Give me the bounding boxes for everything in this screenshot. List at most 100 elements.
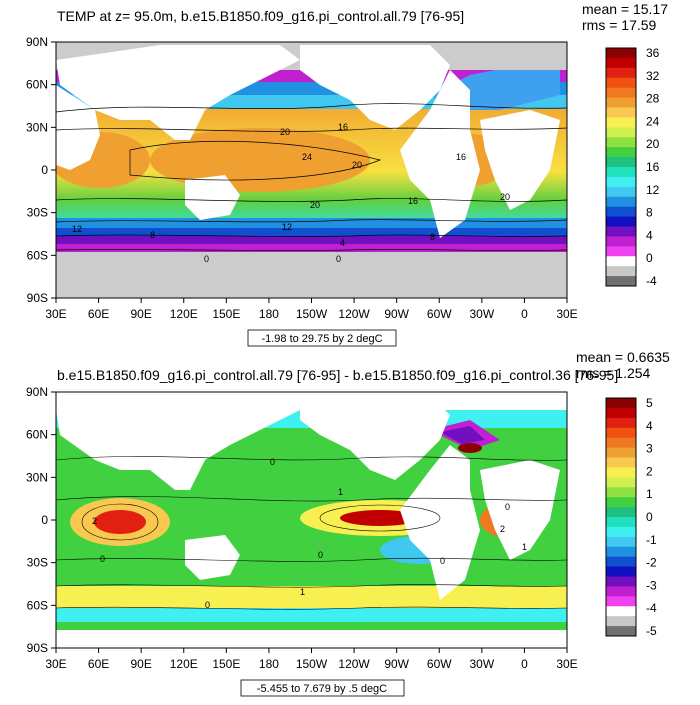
lat-tick-label: 60N <box>26 78 48 92</box>
contour-label: 8 <box>150 230 155 240</box>
contour-label: 16 <box>338 122 348 132</box>
contour-label: 16 <box>456 152 466 162</box>
range-label: -1.98 to 29.75 by 2 degC <box>261 333 382 345</box>
lat-tick-label: 60S <box>27 598 48 612</box>
colorbar-swatch <box>606 107 636 118</box>
lon-tick-label: 90W <box>384 657 409 671</box>
south-america <box>400 445 480 600</box>
contour-label: 20 <box>280 127 290 137</box>
contour-label: 0 <box>205 600 210 610</box>
colorbar-swatch <box>606 576 636 587</box>
colorbar-swatch <box>606 226 636 237</box>
colorbar-swatch <box>606 457 636 468</box>
contour-lines <box>56 103 567 251</box>
colorbar: 5 4 3 2 1 0 -1 -2 -3 -4 -5 <box>605 396 657 638</box>
lon-tick-label: 150W <box>296 657 328 671</box>
colorbar-label: -5 <box>646 624 657 638</box>
mean-stat: mean = 0.6635 <box>576 350 670 365</box>
range-label: -5.455 to 7.679 by .5 degC <box>257 683 387 695</box>
difference-map-figure: b.e15.B1850.f09_g16.pi_control.all.79 [7… <box>26 349 670 697</box>
colorbar-swatch <box>606 196 636 208</box>
colorbar-swatch <box>606 176 636 188</box>
colorbar-swatch <box>606 216 636 227</box>
colorbar-label: 28 <box>646 92 660 106</box>
colorbar-frame <box>605 47 637 287</box>
lat-tick-label: 30S <box>27 556 48 570</box>
temperature-field: 24 20 20 20 20 16 16 16 12 12 8 8 4 0 0 <box>56 42 567 298</box>
lat-tick-label: 60N <box>26 428 48 442</box>
colorbar-label: -3 <box>646 578 657 592</box>
rms-stat: rms = 17.59 <box>582 17 657 33</box>
colorbar-label: 4 <box>646 228 653 242</box>
eurasia <box>56 395 300 490</box>
contour-label-group: 0 0 0 1 1 2 2 0 0 0 1 <box>92 457 527 610</box>
colorbar-swatch <box>606 236 636 247</box>
contour-label: 4 <box>340 238 345 248</box>
africa <box>480 110 560 210</box>
colorbar-swatch <box>606 556 636 567</box>
lat-tick-label: 30N <box>26 470 48 484</box>
colorbar-swatch <box>606 417 636 429</box>
colorbar-swatch <box>606 477 636 488</box>
colorbar-swatch <box>606 497 636 508</box>
lon-tick-label: 30E <box>556 657 577 671</box>
colorbar-swatch <box>606 596 636 607</box>
rms-stat: rms = 1.254 <box>576 365 651 381</box>
colorbar-label: 36 <box>646 46 660 60</box>
colorbar-swatch <box>606 517 636 528</box>
latitude-axis: 90N 60N 30N 0 30S 60S 90S <box>26 35 56 305</box>
colorbar-swatch <box>606 437 636 448</box>
contour-label: 2 <box>500 524 505 534</box>
pacific-hot-anomaly <box>340 510 420 526</box>
colorbar-frame <box>605 397 637 637</box>
longitude-axis: 30E 60E 90E 120E 150E 180 150W 120W 90W 60W 30W 0 30… <box>45 298 578 321</box>
lat-tick-label: 60S <box>27 248 48 262</box>
lat-tick-label: 0 <box>41 163 48 177</box>
colorbar-swatch <box>606 447 636 458</box>
colorbar-swatch <box>606 186 636 198</box>
colorbar-swatch <box>606 526 636 538</box>
colorbar-label: 5 <box>646 396 653 410</box>
antarctica <box>56 252 567 298</box>
map-title: b.e15.B1850.f09_g16.pi_control.all.79 [7… <box>57 367 618 383</box>
north-america <box>300 45 450 130</box>
lat-tick-label: 30N <box>26 120 48 134</box>
contour-label: 1 <box>300 587 305 597</box>
colorbar-swatch <box>606 77 636 89</box>
temperature-map-figure: TEMP at z= 95.0m, b.e15.B1850.f09_g16.pi… <box>26 1 668 347</box>
lat-tick-label: 90S <box>27 641 48 655</box>
north-america <box>300 395 450 480</box>
lat-tick-label: 90N <box>26 385 48 399</box>
colorbar-label: -4 <box>646 274 657 288</box>
lon-tick-label: 0 <box>521 307 528 321</box>
colorbar-label: 24 <box>646 114 660 128</box>
colorbar-swatch <box>606 398 636 409</box>
lon-tick-label: 30E <box>45 657 66 671</box>
lon-tick-label: 120E <box>170 657 198 671</box>
colorbar-label: 12 <box>646 183 660 197</box>
colorbar-swatch <box>606 87 636 98</box>
colorbar-label: 32 <box>646 69 660 83</box>
colorbar-label: 16 <box>646 160 660 174</box>
africa-east <box>56 85 100 170</box>
colorbar-label: 8 <box>646 206 653 220</box>
colorbar-swatch <box>606 167 636 178</box>
colorbar-swatch <box>606 586 636 597</box>
colorbar-swatch <box>606 97 636 108</box>
colorbar-label: -1 <box>646 533 657 547</box>
antarctica <box>56 630 567 648</box>
southern-warm-band <box>56 586 567 610</box>
australia <box>185 175 240 220</box>
colorbar-swatch <box>606 67 636 79</box>
range-label-box <box>240 679 405 697</box>
lon-tick-label: 180 <box>259 657 279 671</box>
panel-difference: b.e15.B1850.f09_g16.pi_control.all.79 [7… <box>0 349 700 700</box>
lon-tick-label: 120W <box>338 657 370 671</box>
africa <box>480 460 560 560</box>
lat-tick-label: 0 <box>41 513 48 527</box>
contour-label: 12 <box>282 222 292 232</box>
colorbar-swatch <box>606 606 636 617</box>
colorbar-swatch <box>606 147 636 158</box>
colorbar-swatch <box>606 467 636 478</box>
colorbar-swatch <box>606 256 636 267</box>
